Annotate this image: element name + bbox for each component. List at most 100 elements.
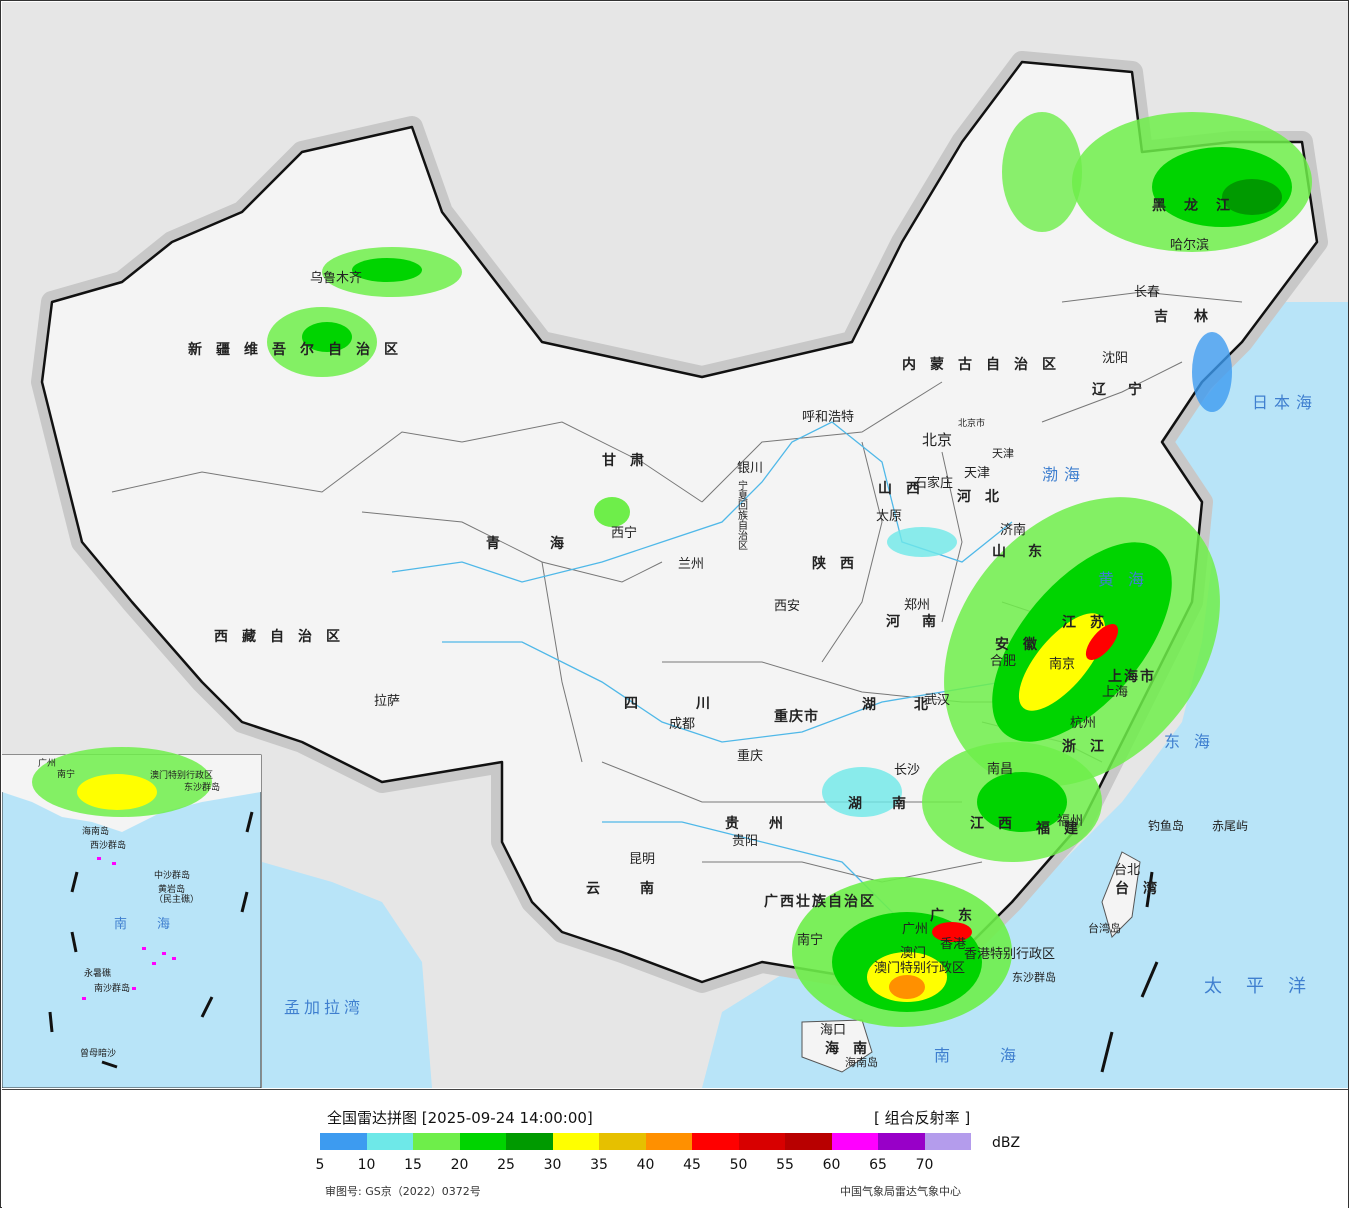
inset-zengmu: 曾母暗沙	[80, 1049, 117, 1059]
city-macau: 澳门	[900, 946, 927, 961]
province-shanxi: 山西	[878, 481, 934, 497]
island-diaoyu: 钓鱼岛	[1148, 819, 1185, 833]
sea-yellow: 黄海	[1098, 570, 1159, 589]
province-guizhou: 贵州	[725, 816, 813, 832]
city-nanchang: 南昌	[987, 762, 1014, 777]
sea-bengal: 孟加拉湾	[284, 998, 365, 1017]
tick-label: 30	[543, 1157, 562, 1173]
color-swatch	[599, 1133, 646, 1150]
color-scale-bar	[320, 1133, 971, 1150]
tick-label: 65	[869, 1157, 887, 1173]
city-changchun: 长春	[1134, 285, 1161, 300]
inset-dongsha: 东沙群岛	[184, 783, 221, 793]
tick-label: 70	[915, 1157, 934, 1173]
island-dongsha: 东沙群岛	[1012, 971, 1056, 984]
city-hohhot: 呼和浩特	[802, 410, 855, 425]
china-radar-map: 新疆维吾尔自治区 西藏自治区 青海 甘肃 内蒙古自治区 黑龙江 吉林 辽宁 河北…	[2, 2, 1348, 1088]
inset-zhongsha: 中沙群岛	[154, 871, 191, 881]
radar-echoes	[267, 112, 1312, 1027]
bengal-sea-area	[262, 862, 432, 1088]
color-swatch	[645, 1133, 692, 1150]
city-hefei: 合肥	[990, 654, 1017, 669]
island-hainan: 海南岛	[845, 1056, 878, 1069]
province-gansu: 甘肃	[602, 453, 658, 469]
tick-label: 60	[822, 1157, 841, 1173]
province-liaoning: 辽宁	[1092, 382, 1164, 398]
tick-label: 5	[315, 1157, 325, 1173]
sea-japan: 日本海	[1252, 393, 1319, 412]
province-jiangsu: 江苏	[1062, 615, 1118, 631]
city-xian: 西安	[774, 599, 801, 614]
city-guiyang: 贵阳	[732, 834, 759, 849]
sea-east: 东海	[1164, 732, 1225, 751]
province-shanghai: 上海市	[1108, 669, 1156, 685]
inset-southsea: 南海	[114, 917, 201, 932]
province-henan: 河南	[886, 614, 958, 630]
city-taiyuan: 太原	[876, 509, 903, 524]
province-zhejiang: 浙江	[1062, 739, 1118, 755]
city-lhasa: 拉萨	[374, 694, 401, 709]
map-canvas	[2, 51, 1348, 1088]
city-jinan: 济南	[1000, 523, 1027, 538]
tick-label: 25	[497, 1157, 515, 1173]
inset-macau: 澳门特别行政区	[150, 771, 214, 781]
province-shaanxi: 陕西	[812, 556, 868, 572]
inset-minzhu: （民主礁）	[154, 895, 200, 905]
province-taiwan: 台湾	[1115, 881, 1171, 897]
color-swatch	[366, 1133, 413, 1150]
color-swatch	[738, 1133, 785, 1150]
province-shandong: 山东	[992, 544, 1064, 560]
color-swatch	[692, 1133, 739, 1150]
inset-nansha: 南沙群岛	[94, 984, 131, 994]
province-qinghai: 青海	[486, 536, 614, 552]
province-hainan: 海南	[825, 1041, 881, 1057]
province-xizang: 西藏自治区	[214, 629, 354, 645]
island-taiwan: 台湾岛	[1088, 922, 1121, 935]
unit-label: dBZ	[992, 1135, 1021, 1151]
nine-dash-line	[48, 811, 1159, 1073]
color-swatch	[506, 1133, 553, 1150]
inset-huangyan: 黄岩岛	[158, 885, 186, 895]
sea-bohai: 渤海	[1042, 465, 1087, 484]
inset-echo-core	[77, 774, 157, 810]
province-yunnan: 云南	[586, 881, 694, 897]
province-tianjin: 天津	[992, 447, 1014, 460]
tick-label: 55	[776, 1157, 794, 1173]
province-guangxi: 广西壮族自治区	[764, 894, 876, 910]
city-taibei: 台北	[1114, 863, 1141, 878]
inset-yongshu: 永暑礁	[84, 969, 112, 979]
hainan-island	[801, 1019, 873, 1073]
city-haikou: 海口	[820, 1023, 847, 1038]
inset-hainan: 海南岛	[82, 827, 110, 837]
city-wuhan: 武汉	[924, 693, 951, 708]
color-swatch	[924, 1133, 971, 1150]
pacific-sea-area	[702, 302, 1348, 1088]
legend-panel: 全国雷达拼图 [2025-09-24 14:00:00] [ 组合反射率 ] 5…	[2, 1089, 1348, 1208]
province-jiangxi: 江西	[970, 816, 1026, 832]
city-lanzhou: 兰州	[678, 557, 705, 572]
province-chongqing: 重庆市	[774, 709, 819, 725]
city-yinchuan: 银川	[737, 461, 764, 476]
approval-number: 审图号: GS京（2022）0372号	[325, 1185, 481, 1198]
product-name: [ 组合反射率 ]	[874, 1109, 971, 1127]
inset-nanning: 南宁	[57, 770, 76, 780]
tick-label: 50	[729, 1157, 748, 1173]
province-heilongjiang: 黑龙江	[1152, 198, 1248, 214]
city-urumqi: 乌鲁木齐	[310, 271, 363, 286]
city-changsha: 长沙	[894, 763, 921, 778]
city-harbin: 哈尔滨	[1170, 238, 1210, 253]
inset-guangzhou: 广州	[38, 759, 57, 769]
city-shanghai: 上海	[1102, 685, 1129, 700]
city-nanjing: 南京	[1049, 657, 1076, 672]
island-chiwei: 赤尾屿	[1212, 819, 1249, 833]
province-hebei: 河北	[957, 489, 1013, 505]
inset-islands	[82, 857, 176, 1000]
province-ningxia: 宁夏回族自治区	[738, 481, 748, 552]
city-shenyang: 沈阳	[1102, 351, 1129, 366]
color-swatch	[785, 1133, 832, 1150]
color-swatch	[552, 1133, 599, 1150]
inset-xisha: 西沙群岛	[90, 841, 127, 851]
color-swatch	[831, 1133, 878, 1150]
province-jilin: 吉林	[1154, 309, 1234, 325]
